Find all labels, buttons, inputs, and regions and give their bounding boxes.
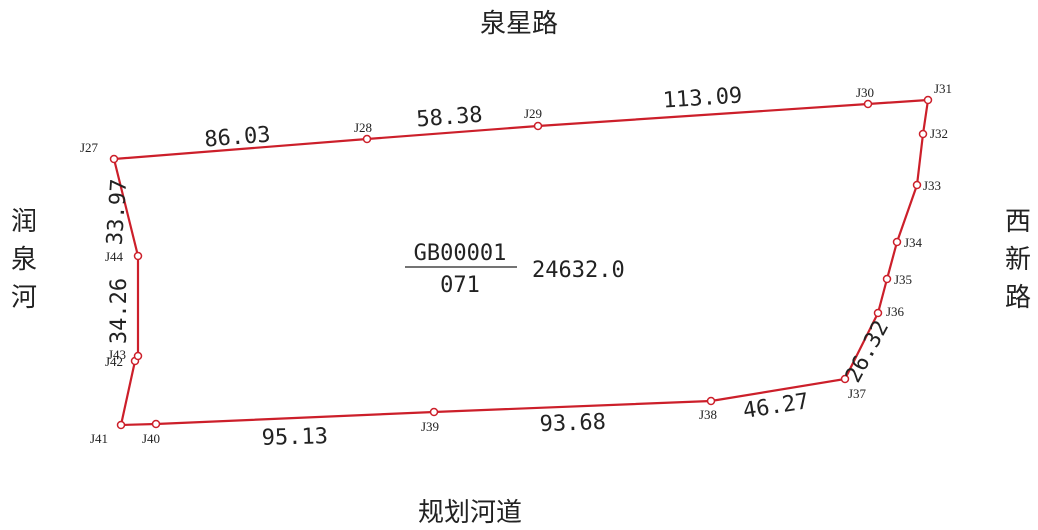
point-label-j31: J31: [934, 81, 952, 96]
edge-length-j28-j29: 58.38: [416, 103, 484, 133]
point-marker: [873, 308, 883, 318]
point-marker: [116, 420, 126, 430]
point-marker: [151, 419, 161, 429]
point-label-j35: J35: [894, 272, 912, 287]
point-label-j42: J42: [105, 354, 123, 369]
point-label-j43: J43: [108, 347, 126, 362]
parcel-sub-code: 071: [440, 273, 480, 298]
point-label-j36: J36: [886, 304, 905, 319]
point-label-j41: J41: [90, 431, 108, 446]
point-marker: [892, 237, 902, 247]
edge-length-j36-j37: 26.32: [841, 317, 894, 387]
point-label-j29: J29: [524, 106, 542, 121]
point-marker: [882, 274, 892, 284]
boundary-points: [109, 95, 933, 430]
point-marker: [362, 134, 372, 144]
parcel-code: GB00001: [414, 241, 507, 266]
edge-length-j29-j30: 113.09: [662, 83, 743, 113]
point-label-j33: J33: [923, 178, 941, 193]
point-label-j34: J34: [904, 235, 923, 250]
point-marker: [706, 396, 716, 406]
road-south-label: 规划河道: [418, 498, 522, 528]
point-label-j37: J37: [848, 386, 867, 401]
edge-length-j39-j41: 95.13: [261, 424, 328, 451]
edge-length-j44-j27: 33.97: [103, 178, 133, 246]
point-label-j32: J32: [930, 126, 948, 141]
point-marker: [133, 351, 143, 361]
point-marker: [912, 180, 922, 190]
point-label-j27: J27: [80, 140, 99, 155]
point-marker: [109, 154, 119, 164]
point-label-j30: J30: [856, 85, 874, 100]
point-label-j38: J38: [699, 407, 717, 422]
point-marker: [840, 374, 850, 384]
parcel-area: 24632.0: [532, 258, 625, 283]
point-label-j40: J40: [142, 431, 160, 446]
edge-length-j27-j28: 86.03: [203, 122, 271, 152]
road-west-label: 润泉河: [11, 207, 37, 313]
edge-length-j38-j39: 93.68: [539, 410, 606, 437]
edge-length-j41-j43: 34.26: [107, 278, 132, 344]
point-marker: [863, 99, 873, 109]
point-marker: [918, 129, 928, 139]
point-label-j28: J28: [354, 120, 372, 135]
road-north-label: 泉星路: [480, 9, 558, 39]
point-marker: [133, 251, 143, 261]
point-marker: [429, 407, 439, 417]
point-label-j44: J44: [105, 249, 124, 264]
point-marker: [923, 95, 933, 105]
road-east-label: 西新路: [1005, 207, 1031, 313]
point-marker: [533, 121, 543, 131]
point-label-j39: J39: [421, 419, 439, 434]
